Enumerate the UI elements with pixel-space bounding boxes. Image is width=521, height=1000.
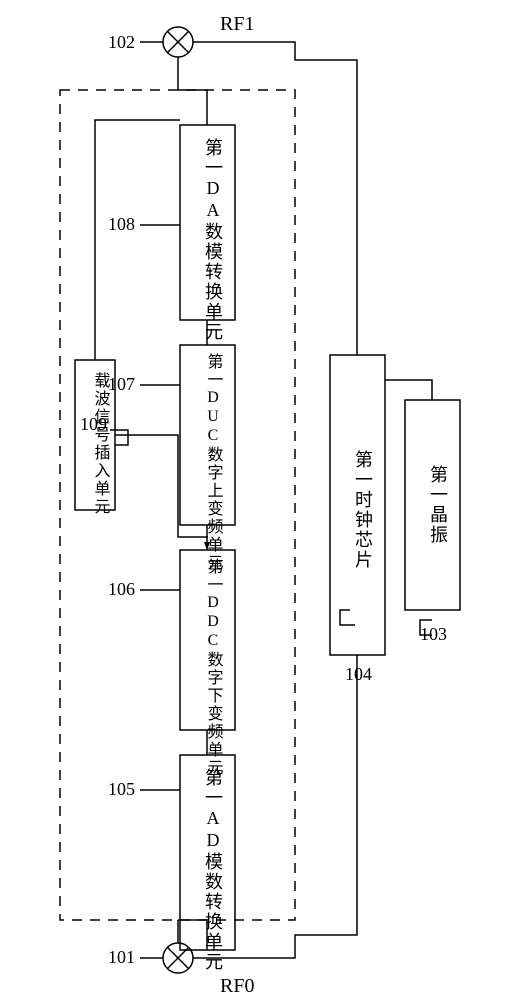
block-103: 第一晶振 — [405, 400, 460, 610]
ref-104: 104 — [345, 664, 372, 684]
lead-line — [340, 610, 355, 625]
wire — [385, 380, 432, 400]
ref-109: 109 — [80, 414, 107, 434]
block-diagram: 第一DA数模转换单元 第一DUC数字上变频单元 载波信号插入单元 第一DDC数字… — [0, 0, 521, 1000]
ref-107: 107 — [108, 374, 135, 394]
wires — [95, 42, 432, 958]
block-104-label: 第一时钟芯片 — [353, 450, 373, 570]
wire — [95, 120, 180, 360]
lead-line — [110, 430, 128, 445]
ref-102: 102 — [108, 32, 135, 52]
mixer-bottom-icon — [163, 943, 193, 973]
ref-105: 105 — [108, 779, 135, 799]
ref-103: 103 — [420, 624, 447, 644]
ref-108: 108 — [108, 214, 135, 234]
ref-101: 101 — [108, 947, 135, 967]
rf1-label: RF1 — [220, 13, 254, 35]
block-103-label: 第一晶振 — [428, 465, 448, 545]
block-108: 第一DA数模转换单元 — [180, 125, 235, 342]
mixer-top-icon — [163, 27, 193, 57]
block-108-label: 第一DA数模转换单元 — [203, 138, 223, 342]
ref-106: 106 — [108, 579, 135, 599]
wire — [178, 90, 207, 125]
lead-lines — [110, 42, 432, 958]
rf0-label: RF0 — [220, 975, 254, 997]
block-105-label: 第一AD模数转换单元 — [203, 768, 223, 972]
block-104: 第一时钟芯片 — [330, 355, 385, 655]
wire — [115, 435, 208, 537]
